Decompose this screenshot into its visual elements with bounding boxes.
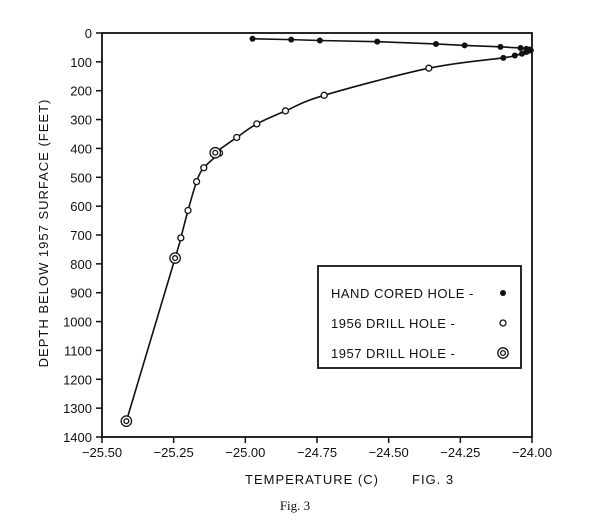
point-1956-drill <box>192 177 201 186</box>
marker-dot <box>497 43 504 50</box>
x-tick-label: −24.00 <box>512 445 552 460</box>
point-1956-drill <box>281 107 290 115</box>
legend-marker <box>497 347 509 359</box>
marker-dot <box>374 38 381 45</box>
fig-label: FIG. 3 <box>412 472 454 487</box>
x-tick-label: −25.00 <box>225 445 265 460</box>
point-hand-cored <box>497 43 504 50</box>
marker-ring <box>320 91 328 99</box>
marker-ring <box>177 234 185 242</box>
marker-inner-ring <box>212 149 219 156</box>
point-hand-cored <box>316 37 323 44</box>
marker-ring <box>425 64 433 72</box>
marker-dot <box>511 52 518 59</box>
point-hand-cored <box>518 50 525 57</box>
legend-box <box>317 265 522 369</box>
point-hand-cored <box>432 40 439 47</box>
legend-label: 1957 DRILL HOLE - <box>331 346 455 361</box>
legend-marker <box>500 290 506 296</box>
y-tick-label: 1100 <box>64 343 92 358</box>
x-tick-label: −24.75 <box>297 445 337 460</box>
y-tick-label: 900 <box>70 286 92 301</box>
point-hand-cored <box>511 52 518 59</box>
y-tick-label: 200 <box>70 84 92 99</box>
marker-ring <box>281 107 290 115</box>
marker-dot <box>461 42 468 49</box>
marker-dot <box>249 35 256 42</box>
marker-ring <box>192 177 201 186</box>
x-tick-label: −24.50 <box>369 445 409 460</box>
point-1956-drill <box>253 120 261 128</box>
marker-ring <box>253 120 261 128</box>
y-tick-label: 800 <box>70 257 92 272</box>
point-1956-drill <box>425 64 433 72</box>
x-axis-ticks: −25.50 −25.25 −25.00 −24.75 −24.50 −24.25 −24.… <box>82 437 552 460</box>
marker-inner-ring <box>172 255 179 262</box>
marker-ring <box>499 319 507 327</box>
point-1957-drill <box>120 415 133 427</box>
marker-dot <box>500 54 507 61</box>
point-1956-drill <box>200 164 208 172</box>
point-1957-drill <box>169 252 181 264</box>
marker-dot <box>518 50 525 57</box>
marker-ring <box>200 164 208 172</box>
point-hand-cored <box>288 36 295 43</box>
marker-dot <box>500 290 506 296</box>
point-hand-cored <box>249 35 256 42</box>
marker-ring <box>233 133 241 142</box>
y-tick-label: 600 <box>70 199 92 214</box>
x-tick-label: −25.25 <box>154 445 194 460</box>
plot-frame <box>101 32 533 438</box>
marker-dot <box>316 37 323 44</box>
y-tick-label: 500 <box>70 170 92 185</box>
y-tick-label: 100 <box>70 55 92 70</box>
y-axis-ticks: 0 100 200 300 400 500 600 700 800 900 1000 1100 1200… <box>63 26 102 445</box>
y-tick-label: 1000 <box>63 315 92 330</box>
legend-label: 1956 DRILL HOLE - <box>331 316 455 331</box>
point-1956-drill <box>233 133 241 142</box>
marker-dot <box>517 45 524 52</box>
y-axis-label: DEPTH BELOW 1957 SURFACE (FEET) <box>36 99 51 368</box>
point-1956-drill <box>184 206 192 215</box>
legend-label: HAND CORED HOLE - <box>331 286 474 301</box>
point-1956-drill <box>320 91 328 99</box>
legend: HAND CORED HOLE - 1956 DRILL HOLE - 1957 D… <box>317 265 522 369</box>
marker-inner-ring <box>123 418 130 425</box>
point-hand-cored <box>517 45 524 52</box>
x-tick-label: −24.25 <box>440 445 480 460</box>
y-tick-label: 1400 <box>63 430 92 445</box>
marker-dot <box>288 36 295 43</box>
point-1956-drill <box>177 234 185 242</box>
point-hand-cored <box>500 54 507 61</box>
point-hand-cored <box>461 42 468 49</box>
y-tick-label: 700 <box>70 228 92 243</box>
y-tick-label: 1200 <box>63 372 92 387</box>
plot-border <box>101 32 533 438</box>
y-tick-label: 400 <box>70 141 92 156</box>
figure-caption: Fig. 3 <box>280 498 310 513</box>
point-1957-drill <box>209 146 222 159</box>
x-axis-label: TEMPERATURE (C) <box>245 472 379 487</box>
marker-dot <box>432 40 439 47</box>
data-points <box>120 35 534 427</box>
marker-ring <box>184 206 192 215</box>
point-hand-cored <box>374 38 381 45</box>
x-tick-label: −25.50 <box>82 445 122 460</box>
y-tick-label: 300 <box>70 113 92 128</box>
marker-inner-ring <box>499 349 507 357</box>
legend-marker <box>499 319 507 327</box>
y-tick-label: 0 <box>85 26 92 41</box>
y-tick-label: 1300 <box>63 401 92 416</box>
